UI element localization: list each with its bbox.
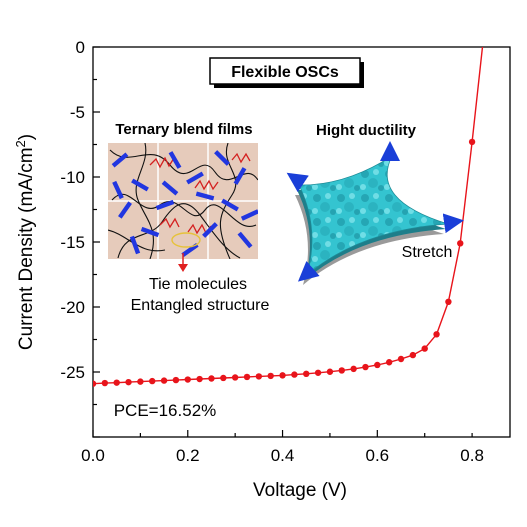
- jv-data-point: [137, 378, 144, 385]
- jv-data-point: [291, 371, 298, 378]
- jv-data-point: [338, 367, 345, 374]
- stretch-label: Stretch: [402, 244, 453, 261]
- jv-data-point: [362, 363, 369, 371]
- jv-data-point: [326, 368, 334, 375]
- x-tick-label: 0.0: [81, 446, 105, 465]
- entangled-structure-label: Entangled structure: [131, 297, 270, 314]
- ternary-blend-label: Ternary blend films: [115, 121, 252, 138]
- jv-data-point: [374, 361, 381, 369]
- x-axis-title: Voltage (V): [253, 480, 347, 501]
- jv-data-point: [101, 379, 109, 387]
- y-tick-label: -15: [60, 233, 85, 252]
- jv-data-point: [303, 370, 310, 378]
- pce-label: PCE=16.52%: [114, 401, 217, 420]
- jv-data-point: [350, 365, 357, 373]
- flexible-osc-label: Flexible OSCs: [231, 64, 339, 81]
- ternary-blend-illustration: [108, 143, 258, 259]
- ductility-label: Hight ductility: [316, 122, 417, 139]
- y-tick-label: -5: [70, 103, 85, 122]
- jv-data-point: [160, 377, 168, 384]
- jv-data-point: [113, 379, 120, 386]
- y-tick-label: -10: [60, 168, 85, 187]
- y-tick-label: 0: [76, 38, 85, 57]
- flexible-osc-label-box: Flexible OSCs: [209, 57, 364, 88]
- jv-curve: [93, 47, 484, 387]
- jv-data-point: [468, 138, 476, 146]
- y-tick-label: -20: [60, 298, 85, 317]
- jv-data-point: [172, 376, 180, 384]
- jv-data-point: [255, 373, 263, 380]
- jv-data-point: [457, 240, 464, 247]
- jv-data-point: [433, 331, 440, 338]
- x-tick-label: 0.2: [176, 446, 200, 465]
- jv-data-point: [409, 351, 417, 359]
- stretched-film-illustration: [286, 141, 464, 285]
- jv-data-point: [93, 380, 97, 387]
- jv-data-point: [279, 372, 286, 379]
- jv-data-point: [314, 369, 322, 376]
- jv-data-point: [220, 374, 227, 382]
- jv-data-point: [397, 355, 405, 363]
- jv-series-line: [93, 47, 484, 385]
- jv-data-point: [208, 375, 215, 382]
- tie-molecules-label: Tie molecules: [149, 276, 247, 293]
- y-tick-label: -25: [60, 363, 85, 382]
- jv-data-point: [149, 377, 156, 385]
- jv-data-point: [184, 376, 191, 383]
- jv-data-point: [267, 372, 274, 380]
- jv-data-point: [445, 298, 452, 305]
- jv-data-point: [196, 375, 203, 383]
- axes: 0.0 0.2 0.4 0.6 0.8 0 -5 -10 -15 -20 -25: [60, 38, 511, 465]
- jv-data-point: [231, 374, 239, 381]
- jv-data-point: [421, 345, 428, 352]
- x-tick-label: 0.8: [460, 446, 484, 465]
- jv-data-point: [385, 359, 393, 366]
- jv-data-point: [243, 373, 251, 381]
- x-tick-label: 0.6: [365, 446, 389, 465]
- tie-molecule-arrow: [178, 253, 188, 272]
- jv-data-point: [125, 378, 132, 386]
- x-tick-label: 0.4: [271, 446, 295, 465]
- y-axis-title: Current Density (mA/cm2): [13, 134, 37, 350]
